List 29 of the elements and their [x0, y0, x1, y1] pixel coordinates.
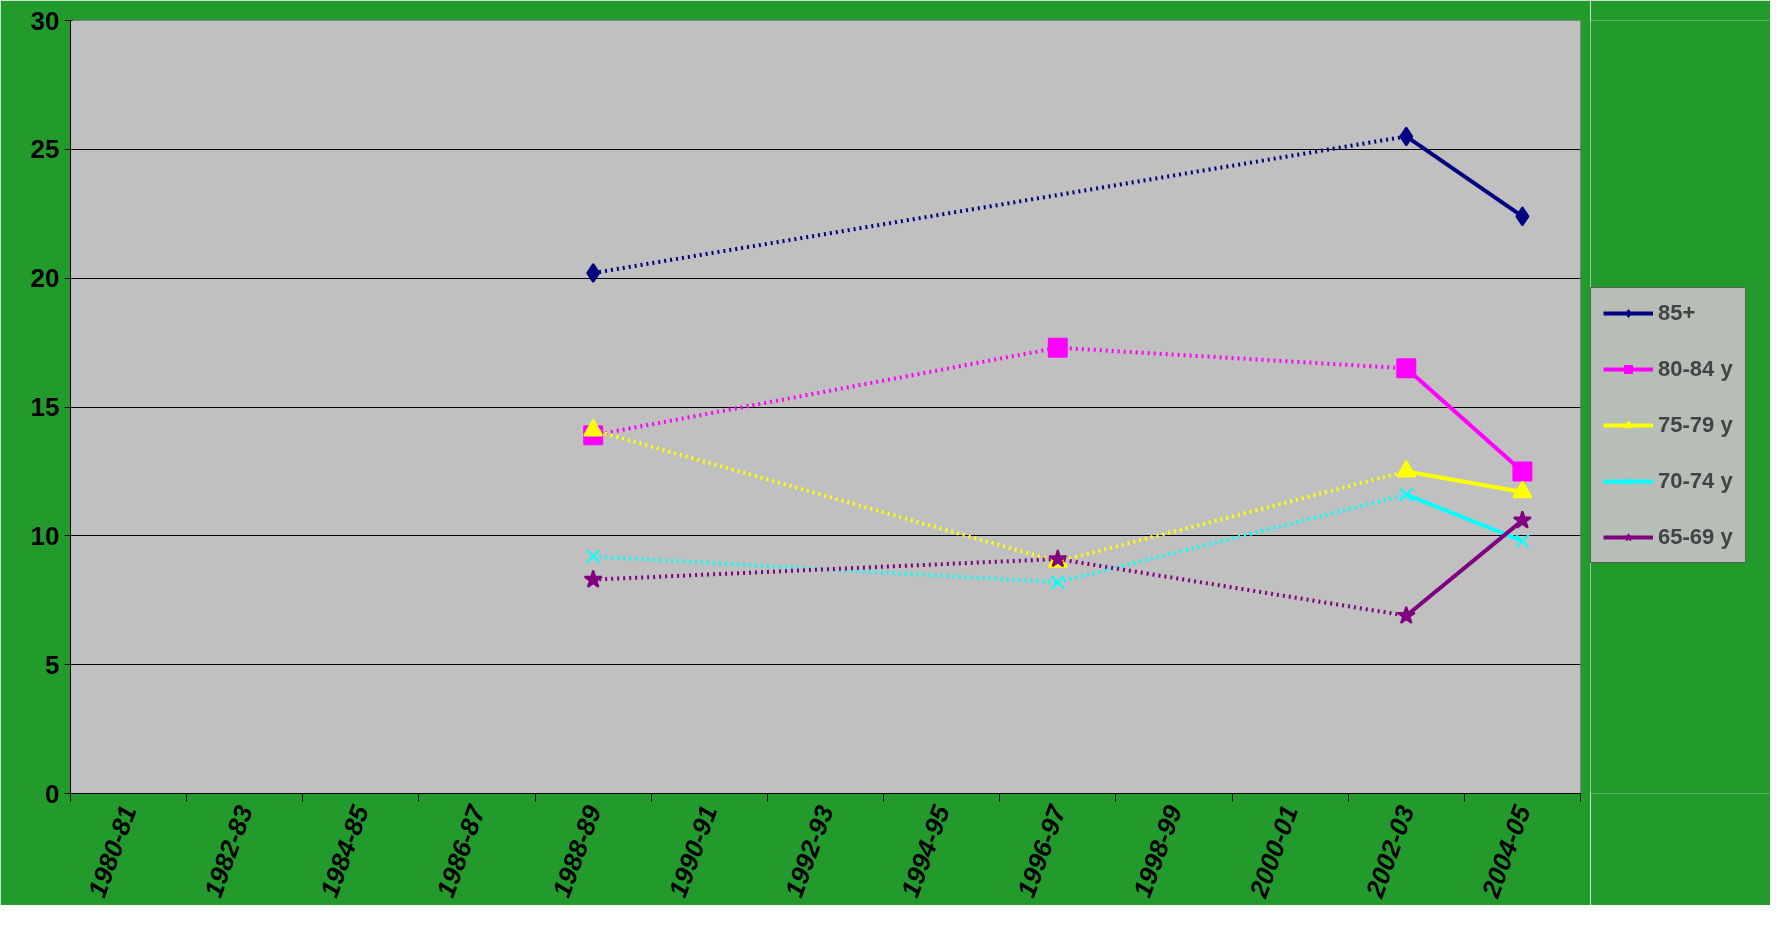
- point: [585, 549, 601, 564]
- y-tick-label: 10: [30, 520, 60, 551]
- legend-label: 70-74 y: [1658, 468, 1733, 494]
- point: [1050, 574, 1066, 590]
- point: [1398, 487, 1414, 502]
- point: [1515, 533, 1530, 549]
- legend-label: 80-84 y: [1658, 356, 1733, 382]
- legend-label: 85+: [1658, 300, 1696, 326]
- point: [1396, 358, 1417, 379]
- legend-label: 75-79 y: [1658, 412, 1733, 438]
- point: [583, 569, 603, 588]
- y-tick-label: 5: [45, 649, 60, 680]
- point: [1512, 510, 1532, 529]
- point: [1399, 126, 1414, 147]
- point: [1512, 461, 1533, 482]
- point: [1515, 206, 1530, 227]
- point: [586, 263, 601, 284]
- point: [1047, 337, 1068, 358]
- y-tick-label: 30: [30, 5, 60, 36]
- y-tick-label: 25: [30, 134, 60, 165]
- y-tick-label: 15: [30, 392, 60, 422]
- legend-label: 65-69 y: [1658, 524, 1733, 550]
- x-tick-label: 1986-87: [430, 799, 492, 902]
- y-tick-label: 20: [30, 263, 60, 294]
- point: [1396, 605, 1416, 624]
- x-tick-label: 1996-97: [1010, 799, 1073, 902]
- point: [1512, 480, 1533, 499]
- y-tick-label: 0: [45, 778, 60, 809]
- point: [1396, 460, 1417, 478]
